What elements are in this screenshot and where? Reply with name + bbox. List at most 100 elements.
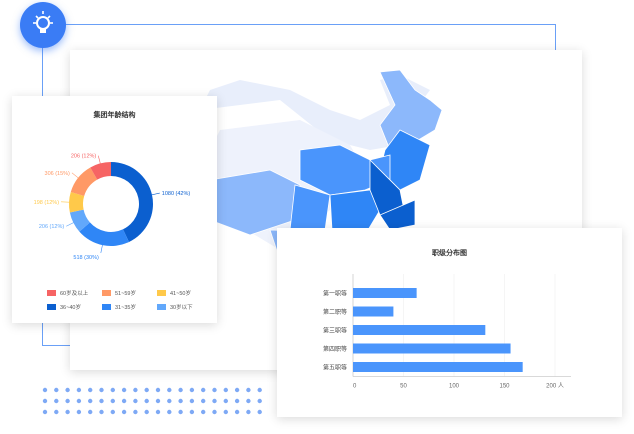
dot — [144, 387, 149, 393]
dot — [99, 387, 104, 393]
dot — [133, 409, 138, 415]
dot — [234, 398, 240, 404]
dot — [234, 387, 240, 393]
dot — [167, 398, 172, 404]
donut-slice[interactable] — [69, 209, 90, 232]
dot — [155, 387, 161, 393]
dot — [88, 409, 93, 415]
slice-label: 206 (12%) — [39, 224, 65, 230]
category-label: 第四职等 — [323, 345, 347, 353]
category-label: 第三职等 — [323, 327, 347, 335]
dot — [110, 409, 116, 415]
lightbulb-icon — [20, 2, 66, 48]
bar[interactable] — [353, 306, 394, 317]
tick-label: 200 人 — [546, 383, 564, 390]
tick-label: 0 — [353, 384, 357, 390]
level-chart-title: 职级分布图 — [432, 250, 467, 257]
dot — [42, 387, 48, 393]
dot — [223, 387, 228, 393]
dot — [246, 387, 251, 393]
dot — [110, 398, 116, 404]
dot — [223, 398, 228, 404]
dot — [257, 409, 262, 415]
category-label: 第五职等 — [323, 364, 347, 372]
dot — [246, 409, 251, 415]
dot — [167, 409, 172, 415]
dot — [234, 409, 240, 415]
dot — [99, 398, 104, 404]
dot — [65, 387, 70, 393]
dot — [88, 398, 93, 404]
slice-label: 306 (15%) — [45, 171, 71, 177]
dot — [212, 409, 217, 415]
dot — [133, 387, 138, 393]
slice-label: 518 (30%) — [73, 255, 99, 261]
level-distribution-card: 职级分布图 第一职等第二职等第三职等第四职等第五职等 0 50 100 150 200 人 — [277, 228, 622, 417]
dot — [54, 398, 59, 404]
donut-slice[interactable] — [69, 191, 85, 213]
dot — [212, 387, 217, 393]
dot — [76, 409, 82, 415]
dot — [54, 387, 59, 393]
donut-slice[interactable] — [70, 167, 98, 196]
dot — [178, 387, 183, 393]
dot-pattern — [42, 387, 262, 415]
bar[interactable] — [353, 362, 523, 372]
tick-label: 100 — [449, 384, 460, 390]
dot — [121, 398, 127, 404]
dot — [155, 409, 161, 415]
dot — [144, 409, 149, 415]
dot — [88, 387, 93, 393]
age-structure-card: 集团年龄结构 1080 (42%) 518 (30%) 206 (12%) 198 (… — [12, 96, 217, 323]
dot — [189, 409, 195, 415]
china-map — [200, 69, 443, 261]
dot — [144, 398, 149, 404]
dot — [201, 398, 206, 404]
age-donut-chart: 1080 (42%) 518 (30%) 206 (12%) 198 (12%) 306… — [34, 154, 191, 261]
donut-slice[interactable] — [111, 162, 154, 242]
category-label: 第二职等 — [323, 308, 347, 316]
dot — [178, 409, 183, 415]
slice-label: 206 (12%) — [71, 154, 97, 160]
legend-item: 31~35岁 — [102, 303, 136, 311]
slice-label: 198 (12%) — [34, 200, 60, 206]
dot — [121, 387, 127, 393]
dot — [54, 409, 59, 415]
legend-item: 60岁及以上 — [47, 289, 88, 297]
dot — [155, 398, 161, 404]
bar[interactable] — [353, 325, 486, 335]
legend-item: 41~50岁 — [157, 289, 191, 297]
category-label: 第一职等 — [323, 290, 347, 298]
legend-item: 36~40岁 — [47, 303, 81, 311]
dot — [189, 387, 195, 393]
dot — [246, 398, 251, 404]
dot — [257, 387, 262, 393]
bar[interactable] — [353, 288, 417, 298]
dot — [257, 398, 262, 404]
tick-label: 150 — [499, 384, 510, 390]
dot — [201, 387, 206, 393]
dot — [65, 398, 70, 404]
dot — [42, 409, 48, 415]
legend-item: 51~59岁 — [102, 289, 136, 297]
tick-label: 50 — [400, 384, 407, 390]
dot — [189, 398, 195, 404]
slice-label: 1080 (42%) — [162, 191, 191, 197]
dot — [178, 398, 183, 404]
age-chart-title: 集团年龄结构 — [93, 112, 136, 119]
legend-item: 30岁以下 — [157, 303, 193, 311]
dot — [76, 398, 82, 404]
dot — [65, 409, 70, 415]
dot — [167, 387, 172, 393]
dot — [133, 398, 138, 404]
donut-slice[interactable] — [79, 222, 129, 247]
dot — [110, 387, 116, 393]
dot — [223, 409, 228, 415]
donut-slice[interactable] — [90, 162, 111, 180]
dot — [212, 398, 217, 404]
dot — [99, 409, 104, 415]
connector-line — [43, 24, 556, 51]
dot — [201, 409, 206, 415]
bar[interactable] — [353, 343, 511, 354]
